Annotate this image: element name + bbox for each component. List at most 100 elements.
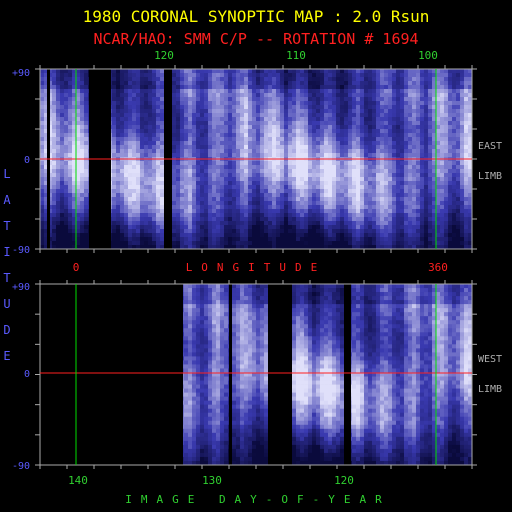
east-limb-cell [192,245,197,249]
east-limb-cell [348,129,353,134]
east-limb-cell [56,241,61,246]
east-limb-cell [252,181,257,186]
east-limb-cell [68,165,73,170]
east-limb-cell [124,185,129,190]
east-limb-cell [136,161,141,166]
east-limb-cell [300,129,305,134]
east-limb-cell [332,185,337,190]
east-limb-cell [236,81,241,86]
east-limb-cell [188,217,193,222]
east-limb-cell [68,153,73,158]
east-limb-cell [268,117,273,122]
east-limb-cell [52,133,57,138]
east-limb-cell [216,189,221,194]
east-limb-cell [252,89,257,94]
east-limb-cell [328,165,333,170]
east-limb-cell [72,225,77,230]
east-limb-cell [220,97,225,102]
east-limb-cell [284,97,289,102]
east-limb-cell [60,93,65,98]
east-limb-cell [384,97,389,102]
east-limb-cell [308,121,313,126]
east-limb-cell [396,133,401,138]
east-limb-cell [72,173,77,178]
east-limb-cell [372,233,377,238]
east-limb-cell [196,97,201,102]
east-limb-cell [84,125,89,130]
east-limb-cell [60,129,65,134]
east-limb-cell [60,85,65,90]
east-limb-cell [432,93,437,98]
east-limb-cell [56,197,61,202]
east-limb-cell [456,121,461,126]
east-limb-cell [384,177,389,182]
east-limb-cell [156,101,161,106]
east-limb-cell [316,93,321,98]
east-limb-cell [428,189,433,194]
east-limb-cell [368,101,373,106]
east-limb-cell [200,173,205,178]
east-limb-cell [444,105,449,110]
east-limb-cell [460,205,465,210]
east-limb-cell [148,129,153,134]
east-limb-cell [80,213,85,218]
east-limb-cell [316,193,321,198]
east-limb-cell [356,161,361,166]
east-limb-cell [392,229,397,234]
east-limb-cell [44,225,49,230]
east-limb-cell [44,101,49,106]
east-limb-cell [72,69,77,74]
east-limb-cell [372,149,377,154]
east-limb-cell [176,109,181,114]
east-limb-cell [456,77,461,82]
east-limb-cell [340,189,345,194]
east-limb-cell [216,85,221,90]
east-limb-cell [248,113,253,118]
east-limb-cell [256,101,261,106]
east-limb-cell [364,229,369,234]
east-limb-cell [452,85,457,90]
east-limb-cell [356,149,361,154]
east-limb-cell [320,105,325,110]
east-limb-cell [468,161,472,166]
east-limb-cell [332,205,337,210]
east-limb-cell [320,173,325,178]
east-limb-cell [276,189,281,194]
east-limb-cell [284,121,289,126]
east-limb-cell [64,81,69,86]
east-limb-cell [392,89,397,94]
east-limb-cell [404,221,409,226]
east-limb-cell [440,137,445,142]
east-limb-cell [324,97,329,102]
east-limb-cell [412,121,417,126]
east-limb-cell [464,177,469,182]
east-limb-cell [140,69,145,74]
east-limb-cell [304,241,309,246]
east-limb-cell [264,73,269,78]
east-limb-cell [112,181,117,186]
east-limb-cell [424,121,429,126]
east-limb-cell [296,181,301,186]
east-limb-cell [292,105,297,110]
east-limb-cell [420,177,425,182]
east-limb-cell [304,73,309,78]
east-limb-cell [272,129,277,134]
east-limb-cell [432,141,437,146]
east-limb-cell [244,145,249,150]
east-limb-cell [448,73,453,78]
east-limb-cell [428,125,433,130]
east-limb-cell [400,201,405,206]
east-limb-cell [216,145,221,150]
east-limb-cell [360,169,365,174]
east-limb-cell [280,109,285,114]
east-limb-cell [68,93,73,98]
east-limb-cell [388,161,393,166]
east-limb-cell [416,209,421,214]
east-limb-cell [216,205,221,210]
east-limb-cell [116,133,121,138]
east-limb-cell [112,113,117,118]
east-limb-cell [276,81,281,86]
east-limb-cell [312,129,317,134]
east-limb-cell [200,101,205,106]
east-limb-cell [240,217,245,222]
